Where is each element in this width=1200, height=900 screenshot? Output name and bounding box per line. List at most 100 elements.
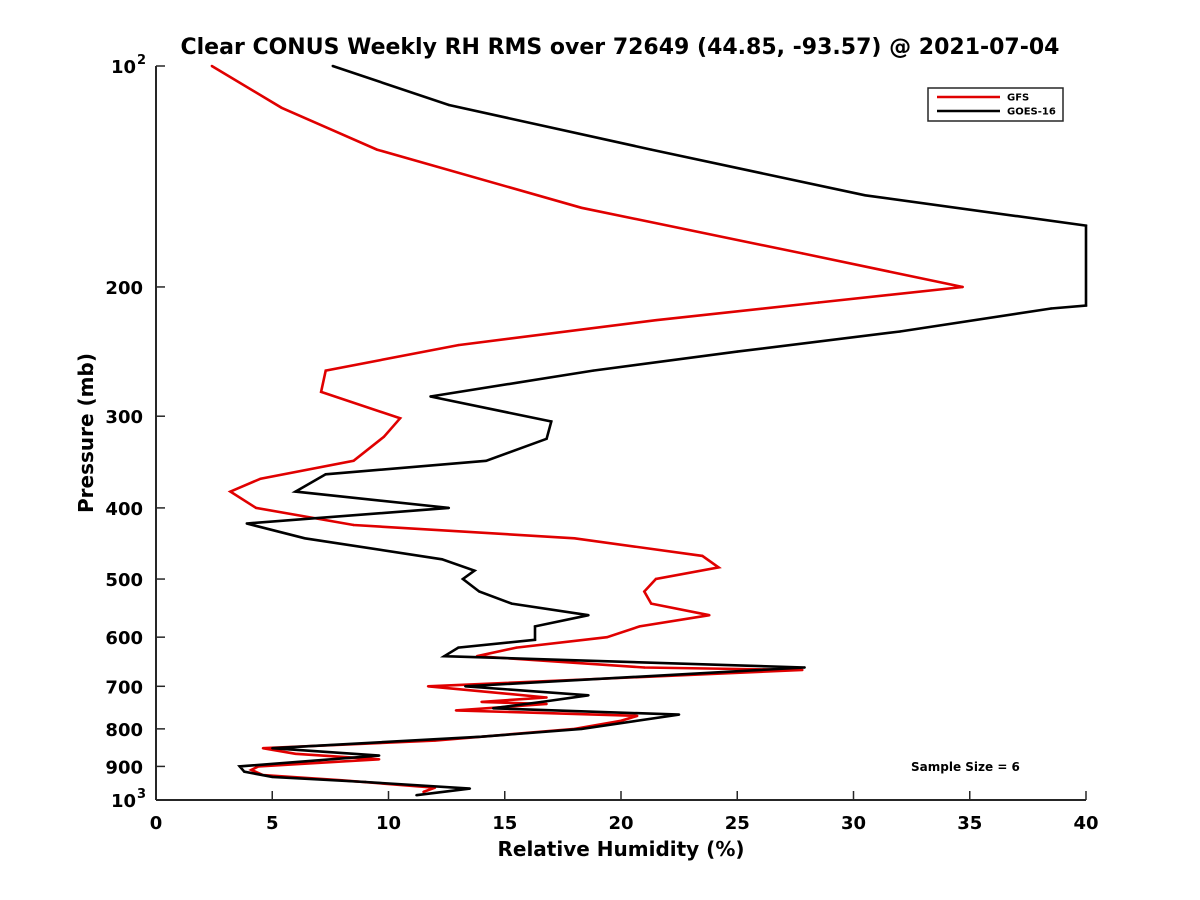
data-point-gfs-15 [229,490,232,493]
y-tick-exponent: 3 [137,787,146,802]
data-point-gfs-8 [457,343,460,347]
x-tick-label: 10 [376,813,401,834]
plot-area [156,66,1086,800]
data-point-goes-16-18 [303,537,306,540]
data-point-goes-16-22 [478,590,481,593]
data-point-goes-16-14 [324,473,327,476]
data-point-goes-16-1 [447,103,451,107]
data-point-goes-16-33 [491,707,495,710]
data-point-gfs-44 [250,768,253,772]
data-point-goes-16-11 [550,420,553,423]
data-point-goes-16-6 [1049,307,1053,310]
data-point-gfs-42 [378,758,381,761]
data-point-goes-16-44 [415,794,418,797]
data-point-goes-16-0 [331,64,334,68]
data-point-gfs-29 [643,666,646,669]
data-point-goes-16-23 [510,602,513,605]
y-tick-label: 500 [105,570,143,591]
data-point-gfs-2 [375,148,379,151]
x-tick-label: 20 [608,813,633,834]
data-point-goes-16-20 [473,569,476,572]
data-point-goes-16-21 [461,577,465,581]
data-point-gfs-21 [654,577,658,581]
x-tick-label: 15 [492,813,517,834]
data-point-goes-16-13 [484,459,488,462]
x-tick-label: 0 [150,813,163,834]
data-point-goes-16-5 [1084,304,1088,307]
data-point-gfs-36 [636,714,639,718]
data-point-goes-16-10 [429,395,432,398]
data-point-gfs-25 [638,625,641,628]
x-tick-label: 25 [725,813,750,834]
data-point-goes-16-15 [294,490,297,493]
series-layer [210,64,1088,797]
data-point-gfs-31 [426,685,430,688]
data-point-gfs-9 [324,369,327,372]
data-point-goes-16-29 [803,666,806,669]
y-tick-label: 700 [105,677,143,698]
data-point-gfs-6 [817,301,820,304]
data-point-gfs-3 [580,206,583,209]
data-point-goes-16-36 [480,735,483,738]
data-point-gfs-16 [254,506,258,510]
data-point-gfs-40 [261,747,265,750]
data-point-goes-16-27 [457,646,460,649]
data-point-goes-16-37 [271,747,274,750]
data-point-gfs-14 [259,477,262,480]
data-point-gfs-26 [605,636,609,639]
x-axis-label: Relative Humidity (%) [497,837,744,861]
data-point-gfs-35 [454,709,458,712]
y-axis-label: Pressure (mb) [74,353,98,513]
data-point-goes-16-7 [898,330,902,333]
data-point-goes-16-16 [447,506,451,510]
data-point-gfs-1 [280,106,283,110]
data-point-goes-16-25 [533,625,537,628]
data-point-goes-16-19 [440,558,444,561]
data-point-gfs-10 [319,390,323,394]
data-point-gfs-20 [717,566,720,569]
data-point-gfs-41 [294,752,297,755]
data-point-gfs-18 [573,537,576,540]
data-point-goes-16-34 [677,713,681,716]
y-tick-label: 300 [105,407,143,428]
data-point-gfs-37 [619,719,623,722]
legend-label-goes16: GOES-16 [1007,107,1056,118]
x-axis-ticks: 0 5 10 15 20 25 30 35 40 [150,791,1099,834]
sample-size-annotation: Sample Size = 6 [911,760,1020,774]
data-point-goes-16-35 [580,727,583,731]
y-tick-label: 600 [105,628,143,649]
data-point-goes-16-41 [271,775,274,779]
data-point-gfs-12 [382,435,386,438]
x-tick-label: 40 [1073,813,1098,834]
data-point-goes-16-32 [540,700,544,704]
data-point-goes-16-26 [533,638,537,641]
data-point-goes-16-31 [587,694,590,697]
data-point-goes-16-9 [591,369,595,372]
data-point-gfs-4 [801,252,804,255]
data-point-goes-16-38 [378,754,381,757]
data-point-gfs-22 [643,590,646,593]
data-point-goes-16-39 [238,765,241,768]
y-tick-label: 900 [105,757,143,778]
data-point-gfs-7 [654,319,658,322]
data-point-gfs-34 [545,702,548,706]
chart-title: Clear CONUS Weekly RH RMS over 72649 (44… [181,35,1060,60]
data-point-goes-16-43 [468,787,472,790]
data-point-gfs-23 [650,602,653,605]
data-point-goes-16-17 [245,522,248,525]
data-point-goes-16-4 [1084,224,1088,227]
data-point-goes-16-3 [863,194,867,197]
data-point-goes-16-2 [650,148,653,151]
data-point-gfs-17 [352,523,355,527]
x-tick-label: 5 [266,813,279,834]
legend-box [927,87,1064,122]
data-point-gfs-5 [961,285,964,289]
data-point-gfs-19 [701,554,704,558]
y-tick-label: 400 [105,499,143,520]
y-tick-label: 10 [111,791,136,812]
y-tick-label: 10 [111,57,136,78]
data-point-goes-16-24 [587,614,590,617]
data-point-gfs-13 [352,459,355,462]
